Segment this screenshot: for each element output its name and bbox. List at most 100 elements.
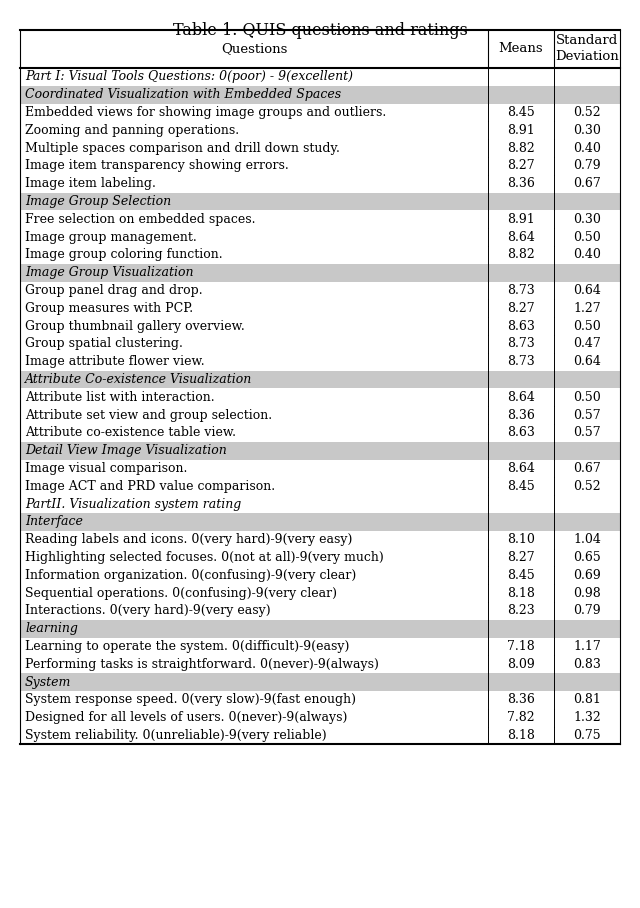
- Bar: [20, 656, 620, 673]
- Text: 8.36: 8.36: [507, 409, 535, 421]
- Text: 8.45: 8.45: [507, 479, 535, 493]
- Text: Image Group Selection: Image Group Selection: [25, 195, 171, 208]
- Bar: [20, 495, 620, 513]
- Text: 0.75: 0.75: [573, 729, 601, 742]
- Bar: [20, 513, 620, 531]
- Text: 0.40: 0.40: [573, 142, 601, 154]
- Bar: [20, 459, 620, 478]
- Bar: [20, 531, 620, 548]
- Text: 0.83: 0.83: [573, 657, 601, 671]
- Text: 0.50: 0.50: [573, 320, 601, 332]
- Bar: [20, 122, 620, 139]
- Text: System reliability. 0(unreliable)-9(very reliable): System reliability. 0(unreliable)-9(very…: [25, 729, 326, 742]
- Text: Group thumbnail gallery overview.: Group thumbnail gallery overview.: [25, 320, 244, 332]
- Text: 8.73: 8.73: [507, 284, 535, 297]
- Text: 0.64: 0.64: [573, 355, 601, 369]
- Bar: [20, 424, 620, 442]
- Text: 8.36: 8.36: [507, 694, 535, 706]
- Text: Interface: Interface: [25, 516, 83, 528]
- Bar: [20, 335, 620, 353]
- Bar: [20, 726, 620, 745]
- Text: 8.82: 8.82: [507, 142, 535, 154]
- Text: Attribute co-existence table view.: Attribute co-existence table view.: [25, 427, 236, 439]
- Text: Performing tasks is straightforward. 0(never)-9(always): Performing tasks is straightforward. 0(n…: [25, 657, 379, 671]
- Text: 8.63: 8.63: [507, 427, 535, 439]
- Bar: [20, 389, 620, 406]
- Text: Standard
Deviation: Standard Deviation: [555, 35, 619, 64]
- Bar: [20, 246, 620, 264]
- Text: 8.18: 8.18: [507, 587, 535, 599]
- Text: 0.40: 0.40: [573, 249, 601, 262]
- Text: 1.17: 1.17: [573, 640, 601, 653]
- Text: 0.79: 0.79: [573, 160, 601, 173]
- Text: Highlighting selected focuses. 0(not at all)-9(very much): Highlighting selected focuses. 0(not at …: [25, 551, 384, 564]
- Text: 8.27: 8.27: [507, 551, 535, 564]
- Text: learning: learning: [25, 622, 78, 636]
- Text: 0.69: 0.69: [573, 568, 601, 582]
- Text: 0.30: 0.30: [573, 212, 601, 226]
- Text: 0.67: 0.67: [573, 177, 601, 190]
- Text: Image group management.: Image group management.: [25, 231, 196, 243]
- Bar: [20, 264, 620, 281]
- Text: Table 1. QUIS questions and ratings: Table 1. QUIS questions and ratings: [173, 22, 467, 39]
- Text: 0.81: 0.81: [573, 694, 601, 706]
- Text: Embedded views for showing image groups and outliers.: Embedded views for showing image groups …: [25, 106, 387, 119]
- Text: System: System: [25, 676, 72, 688]
- Bar: [20, 353, 620, 370]
- Bar: [20, 406, 620, 424]
- Bar: [20, 317, 620, 335]
- Bar: [20, 548, 620, 567]
- Text: 8.18: 8.18: [507, 729, 535, 742]
- Text: Reading labels and icons. 0(very hard)-9(very easy): Reading labels and icons. 0(very hard)-9…: [25, 533, 353, 547]
- Text: 8.09: 8.09: [507, 657, 535, 671]
- Text: 8.64: 8.64: [507, 231, 535, 243]
- Text: 8.23: 8.23: [507, 605, 535, 617]
- Text: 0.50: 0.50: [573, 390, 601, 404]
- Text: Image visual comparison.: Image visual comparison.: [25, 462, 188, 475]
- Bar: [20, 370, 620, 389]
- Text: 8.64: 8.64: [507, 390, 535, 404]
- Text: 0.98: 0.98: [573, 587, 601, 599]
- Text: 0.52: 0.52: [573, 106, 601, 119]
- Bar: [20, 175, 620, 192]
- Text: Questions: Questions: [221, 43, 287, 55]
- Bar: [20, 478, 620, 495]
- Text: 7.82: 7.82: [507, 711, 535, 725]
- Text: 8.91: 8.91: [507, 212, 535, 226]
- Text: Free selection on embedded spaces.: Free selection on embedded spaces.: [25, 212, 255, 226]
- Text: Detail View Image Visualization: Detail View Image Visualization: [25, 444, 227, 458]
- Text: Coordinated Visualization with Embedded Spaces: Coordinated Visualization with Embedded …: [25, 88, 341, 101]
- Text: 0.52: 0.52: [573, 479, 601, 493]
- Text: 8.73: 8.73: [507, 355, 535, 369]
- Text: Designed for all levels of users. 0(never)-9(always): Designed for all levels of users. 0(neve…: [25, 711, 348, 725]
- Text: 8.82: 8.82: [507, 249, 535, 262]
- Bar: [20, 228, 620, 246]
- Bar: [20, 68, 620, 85]
- Text: 8.63: 8.63: [507, 320, 535, 332]
- Text: 1.32: 1.32: [573, 711, 601, 725]
- Text: 0.30: 0.30: [573, 123, 601, 137]
- Text: Image item labeling.: Image item labeling.: [25, 177, 156, 190]
- Text: 1.04: 1.04: [573, 533, 601, 547]
- Text: Information organization. 0(confusing)-9(very clear): Information organization. 0(confusing)-9…: [25, 568, 356, 582]
- Text: Interactions. 0(very hard)-9(very easy): Interactions. 0(very hard)-9(very easy): [25, 605, 271, 617]
- Text: 7.18: 7.18: [507, 640, 535, 653]
- Bar: [20, 211, 620, 228]
- Text: 8.45: 8.45: [507, 106, 535, 119]
- Text: Sequential operations. 0(confusing)-9(very clear): Sequential operations. 0(confusing)-9(ve…: [25, 587, 337, 599]
- Text: Attribute list with interaction.: Attribute list with interaction.: [25, 390, 214, 404]
- Text: Group panel drag and drop.: Group panel drag and drop.: [25, 284, 203, 297]
- Text: 0.64: 0.64: [573, 284, 601, 297]
- Bar: [20, 709, 620, 726]
- Text: 8.27: 8.27: [507, 160, 535, 173]
- Bar: [20, 567, 620, 584]
- Text: Part I: Visual Tools Questions: 0(poor) - 9(excellent): Part I: Visual Tools Questions: 0(poor) …: [25, 71, 353, 84]
- Bar: [20, 85, 620, 104]
- Text: 0.57: 0.57: [573, 427, 601, 439]
- Bar: [20, 104, 620, 122]
- Text: 0.47: 0.47: [573, 338, 601, 350]
- Bar: [20, 691, 620, 709]
- Text: Image item transparency showing errors.: Image item transparency showing errors.: [25, 160, 289, 173]
- Bar: [20, 602, 620, 620]
- Text: Multiple spaces comparison and drill down study.: Multiple spaces comparison and drill dow…: [25, 142, 340, 154]
